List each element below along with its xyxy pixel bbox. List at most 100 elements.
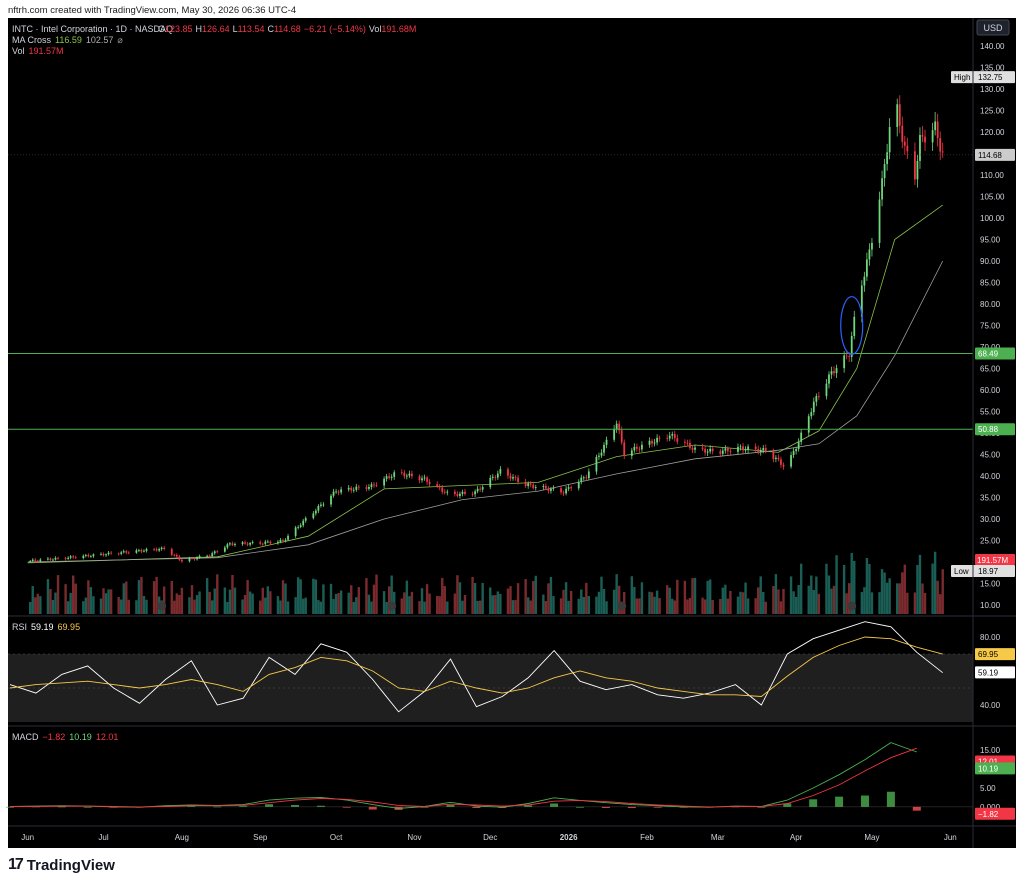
rsi-ma-badge: 69.95: [978, 650, 999, 659]
volume-bar: [782, 588, 785, 614]
candle-body: [509, 475, 512, 479]
volume-bar: [691, 578, 694, 614]
high-badge-bg: [951, 71, 1015, 84]
volume-bar: [299, 579, 302, 614]
price-tick-label: 135.00: [980, 64, 1005, 73]
volume-bar: [89, 587, 93, 614]
macd-hist-bar: [342, 806, 351, 808]
candle-body: [39, 559, 42, 562]
volume-bar: [587, 595, 591, 614]
low-badge-value: 18.97: [978, 567, 999, 576]
volume-bar: [286, 601, 290, 614]
volume-bar: [896, 583, 899, 614]
volume-bar: [792, 591, 795, 614]
time-tick-label: Nov: [407, 833, 421, 842]
volume-bar: [827, 575, 831, 614]
candle-body: [180, 559, 183, 562]
candle-body: [577, 482, 580, 489]
candle-body: [117, 553, 120, 555]
candle-body: [287, 535, 289, 540]
candle-body: [297, 526, 300, 528]
volume-bar: [122, 583, 125, 614]
candle-body: [671, 434, 674, 436]
volume-bar: [31, 586, 34, 614]
candle-body: [127, 552, 130, 554]
horizontal-levels[interactable]: [8, 154, 973, 611]
volume-bar: [706, 580, 709, 614]
candle-body: [335, 491, 337, 493]
volume-bar: [708, 579, 712, 614]
volume-bar: [542, 594, 545, 614]
legend-low: 113.54: [238, 24, 265, 34]
volume-bar: [162, 586, 166, 614]
time-tick-label: Oct: [330, 833, 343, 842]
macd-pane: [6, 742, 973, 811]
volume-bar: [526, 597, 530, 614]
volume-bar: [453, 593, 457, 614]
level-badge-1-bg: [975, 347, 1015, 360]
volume-bar: [82, 601, 85, 614]
volume-bar: [529, 600, 532, 614]
candle-body: [772, 451, 775, 460]
volume-bar: [334, 593, 338, 614]
volume-bar: [489, 587, 492, 614]
candle-body: [562, 492, 565, 494]
volume-bar: [473, 582, 477, 614]
volume-bar: [390, 575, 393, 614]
candle-body: [764, 448, 767, 452]
volume-bar: [817, 593, 821, 614]
macd-hist-bar: [420, 806, 429, 808]
volume-bar: [835, 555, 838, 614]
volume-bar: [367, 594, 371, 614]
legend-high-label: H: [196, 24, 203, 34]
volume-bar: [547, 583, 550, 614]
volume-bar: [173, 600, 176, 614]
macd-hist-bar: [83, 806, 92, 808]
candle-body: [211, 553, 214, 557]
volume-bar: [92, 596, 95, 614]
candle-body: [459, 493, 461, 496]
volume-bar: [511, 600, 515, 614]
legend-low-label: L: [233, 24, 238, 34]
volume-bar: [51, 600, 55, 614]
candle-body: [618, 423, 621, 431]
volume-bar: [865, 557, 869, 614]
volume-bar: [923, 593, 927, 614]
volume-bar: [885, 582, 889, 614]
volume-bar: [476, 600, 479, 614]
time-tick-label: Apr: [790, 833, 803, 842]
time-tick-label: Jul: [98, 833, 108, 842]
volume-bar: [799, 563, 803, 614]
candle-body: [69, 556, 72, 558]
macd-hist-bar: [368, 806, 377, 810]
volume-bar: [248, 591, 252, 614]
legend-open-label: O: [158, 24, 165, 34]
volume-bar: [898, 583, 901, 614]
volume-bar: [188, 597, 191, 614]
ma-fast-line: [27, 204, 943, 564]
tradingview-logo[interactable]: 17 TradingView: [8, 856, 115, 874]
candle-body: [107, 552, 110, 555]
candle-body: [304, 518, 307, 521]
volume-bar: [918, 554, 922, 614]
volume-bar: [567, 600, 570, 614]
currency-button[interactable]: [976, 19, 1010, 36]
macd-signal-line: [10, 747, 917, 808]
time-axis[interactable]: Jun Jul Aug Sep Oct Nov Dec 2026 Feb Mar Apr May Jun: [21, 833, 957, 842]
candle-body: [780, 459, 782, 465]
candle-body: [580, 477, 583, 483]
legend-vol: 191.68M: [381, 24, 416, 34]
macd-hist-bar: [57, 806, 66, 808]
candle-body: [620, 430, 623, 443]
volume-bar: [387, 586, 391, 614]
candle-body: [317, 505, 320, 511]
volume-bar: [582, 596, 585, 614]
candle-body: [782, 464, 785, 467]
volume-bar: [350, 585, 353, 614]
volume-bar: [71, 575, 75, 614]
volume-bar: [355, 597, 358, 614]
